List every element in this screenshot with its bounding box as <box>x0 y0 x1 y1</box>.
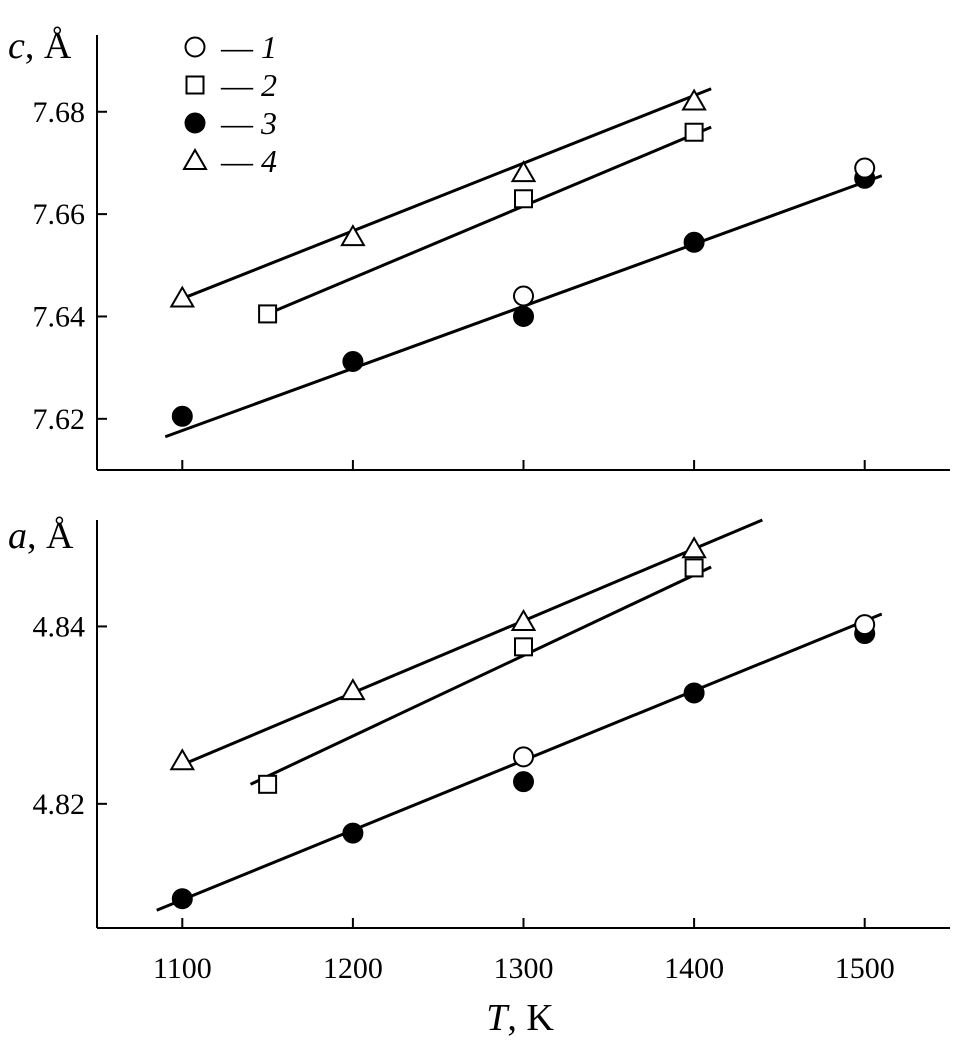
legend-label-2: — 2 <box>220 67 277 103</box>
point-series-3 <box>683 682 705 704</box>
point-series-4 <box>340 678 366 701</box>
point-series-3 <box>513 305 534 327</box>
legend-marker-1 <box>184 36 206 58</box>
legend-marker-3 <box>184 112 206 134</box>
point-series-1 <box>513 746 534 768</box>
point-series-4 <box>681 536 707 559</box>
x-ticks <box>181 460 866 470</box>
fit-line <box>181 87 712 300</box>
x-axis-unit: , K <box>507 997 554 1039</box>
x-tick-label: 1500 <box>835 952 895 985</box>
y-axis-title: a, Å <box>8 515 74 557</box>
point-series-3 <box>342 822 364 844</box>
y-ticks: 7.62 7.64 7.66 7.68 <box>33 96 107 436</box>
y-tick-label: 7.68 <box>33 96 86 129</box>
point-series-2 <box>258 774 278 794</box>
y-tick-label: 4.82 <box>33 788 86 821</box>
legend: — 1— 2— 3— 4 <box>182 29 277 179</box>
point-series-3 <box>513 771 534 793</box>
point-series-3 <box>171 405 193 427</box>
point-series-1 <box>854 157 876 179</box>
point-series-3 <box>342 351 364 373</box>
point-series-1 <box>854 614 876 636</box>
x-axis-var: T <box>486 997 510 1039</box>
panel-a: 4.82 4.84 a, Å <box>8 515 950 929</box>
point-series-3 <box>171 888 193 910</box>
legend-label-4: — 4 <box>220 143 277 179</box>
point-series-2 <box>514 637 533 657</box>
point-series-2 <box>258 304 278 324</box>
y-axis-unit: , Å <box>25 25 72 67</box>
fit-line <box>173 518 763 770</box>
panel-c: 7.62 7.64 7.66 7.68 c, Å — 1— 2— 3— 4 <box>8 25 950 471</box>
legend-marker-4 <box>182 148 208 170</box>
fit-line <box>267 125 712 316</box>
point-series-2 <box>684 558 704 578</box>
point-series-2 <box>684 122 704 142</box>
y-axis-var: c <box>8 25 25 67</box>
x-tick-labels: 1100 1200 1300 1400 1500 <box>153 952 895 985</box>
point-series-4 <box>510 160 537 183</box>
x-tick-label: 1100 <box>153 952 212 985</box>
point-series-4 <box>169 285 196 308</box>
point-series-2 <box>514 189 533 209</box>
legend-label-1: — 1 <box>220 29 277 65</box>
y-tick-label: 4.84 <box>33 610 86 643</box>
y-ticks: 4.82 4.84 <box>33 610 107 821</box>
point-series-1 <box>513 285 534 307</box>
fit-lines <box>156 518 883 912</box>
x-ticks <box>181 918 866 928</box>
y-axis-unit: , Å <box>27 515 74 557</box>
y-tick-label: 7.64 <box>33 300 86 333</box>
y-axis-var: a <box>8 515 27 557</box>
x-axis-title: T, K <box>486 997 554 1039</box>
x-tick-label: 1300 <box>494 952 554 985</box>
x-tick-label: 1200 <box>323 952 383 985</box>
x-tick-label: 1400 <box>664 952 724 985</box>
legend-label-3: — 3 <box>220 105 277 141</box>
point-series-4 <box>340 224 366 247</box>
data-points <box>169 536 876 910</box>
point-series-4 <box>510 609 537 631</box>
point-series-4 <box>169 748 196 771</box>
y-tick-label: 7.62 <box>33 403 86 436</box>
fit-line <box>249 565 712 786</box>
data-points <box>169 88 876 427</box>
legend-marker-2 <box>185 75 205 95</box>
y-axis-title: c, Å <box>8 25 72 67</box>
point-series-3 <box>683 231 705 253</box>
point-series-4 <box>681 88 707 111</box>
y-tick-label: 7.66 <box>33 198 86 231</box>
